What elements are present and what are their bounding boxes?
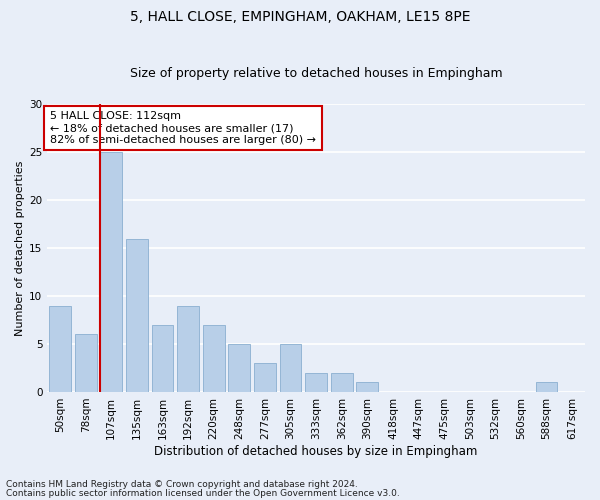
Bar bbox=[100, 152, 122, 392]
Bar bbox=[126, 238, 148, 392]
Text: Contains public sector information licensed under the Open Government Licence v3: Contains public sector information licen… bbox=[6, 488, 400, 498]
Bar bbox=[75, 334, 97, 392]
Bar bbox=[229, 344, 250, 392]
Bar bbox=[305, 373, 327, 392]
Bar bbox=[254, 363, 276, 392]
Bar bbox=[356, 382, 378, 392]
Text: Contains HM Land Registry data © Crown copyright and database right 2024.: Contains HM Land Registry data © Crown c… bbox=[6, 480, 358, 489]
Text: 5, HALL CLOSE, EMPINGHAM, OAKHAM, LE15 8PE: 5, HALL CLOSE, EMPINGHAM, OAKHAM, LE15 8… bbox=[130, 10, 470, 24]
Bar bbox=[536, 382, 557, 392]
Bar bbox=[331, 373, 353, 392]
Bar bbox=[152, 325, 173, 392]
Text: 5 HALL CLOSE: 112sqm
← 18% of detached houses are smaller (17)
82% of semi-detac: 5 HALL CLOSE: 112sqm ← 18% of detached h… bbox=[50, 112, 316, 144]
Bar bbox=[280, 344, 301, 392]
X-axis label: Distribution of detached houses by size in Empingham: Distribution of detached houses by size … bbox=[154, 444, 478, 458]
Bar bbox=[177, 306, 199, 392]
Title: Size of property relative to detached houses in Empingham: Size of property relative to detached ho… bbox=[130, 66, 502, 80]
Bar bbox=[203, 325, 224, 392]
Y-axis label: Number of detached properties: Number of detached properties bbox=[15, 160, 25, 336]
Bar bbox=[49, 306, 71, 392]
